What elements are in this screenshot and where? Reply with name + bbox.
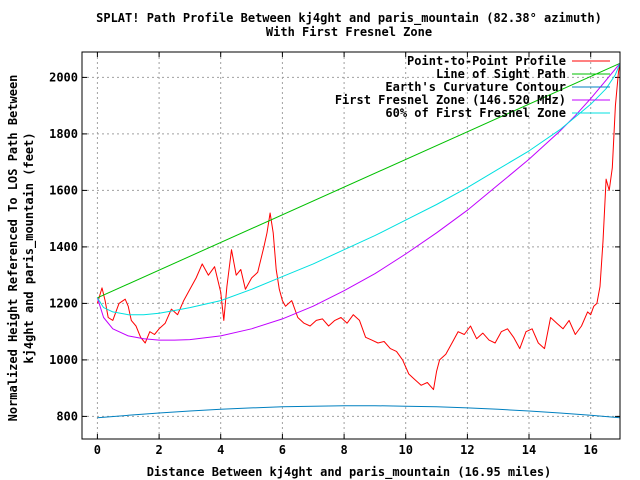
y-tick-label: 1600 xyxy=(49,183,78,197)
line-of-sight-line xyxy=(97,62,621,299)
legend: Point-to-Point Profile Line of Sight Pat… xyxy=(335,54,610,120)
legend-label-fresnel: First Fresnel Zone (146.520 MHz) xyxy=(335,93,566,107)
y-tick-label: 2000 xyxy=(49,70,78,84)
y-axis-title-line-2: kj4ght and paris_mountain (feet) xyxy=(22,132,37,363)
fresnel-60-line xyxy=(96,63,621,316)
x-tick-label: 2 xyxy=(155,443,162,457)
plot-frame xyxy=(81,51,621,440)
earth-curvature-line xyxy=(97,405,621,419)
x-tick-label: 10 xyxy=(398,443,412,457)
chart-title: SPLAT! Path Profile Between kj4ght and p… xyxy=(96,11,602,26)
x-tick-label: 6 xyxy=(279,443,286,457)
grid-lines xyxy=(82,52,620,439)
y-tick-label: 1200 xyxy=(49,296,78,310)
y-tick-label: 1800 xyxy=(49,127,78,141)
legend-label-los: Line of Sight Path xyxy=(436,67,566,81)
x-tick-label: 14 xyxy=(522,443,536,457)
profile-line xyxy=(96,63,621,391)
y-axis-title-line-1: Normalized Height Referenced To LOS Path… xyxy=(6,75,20,422)
tick-labels: 0 2 4 6 8 10 12 14 16 800 1000 1200 1400 1600 1800 2000 xyxy=(49,70,598,457)
x-tick-label: 12 xyxy=(460,443,474,457)
legend-label-profile: Point-to-Point Profile xyxy=(407,54,566,68)
y-tick-label: 800 xyxy=(56,409,78,423)
x-tick-label: 8 xyxy=(340,443,347,457)
legend-label-curvature: Earth's Curvature Contour xyxy=(385,80,566,94)
x-tick-label: 0 xyxy=(94,443,101,457)
fresnel-zone-line xyxy=(96,62,621,341)
legend-label-fresnel-60: 60% of First Fresnel Zone xyxy=(385,106,566,120)
series-lines xyxy=(96,62,621,419)
y-tick-label: 1000 xyxy=(49,353,78,367)
x-tick-label: 16 xyxy=(583,443,597,457)
x-axis-title: Distance Between kj4ght and paris_mounta… xyxy=(147,465,552,480)
y-tick-label: 1400 xyxy=(49,240,78,254)
x-tick-label: 4 xyxy=(217,443,224,457)
chart-subtitle: With First Fresnel Zone xyxy=(266,25,432,39)
